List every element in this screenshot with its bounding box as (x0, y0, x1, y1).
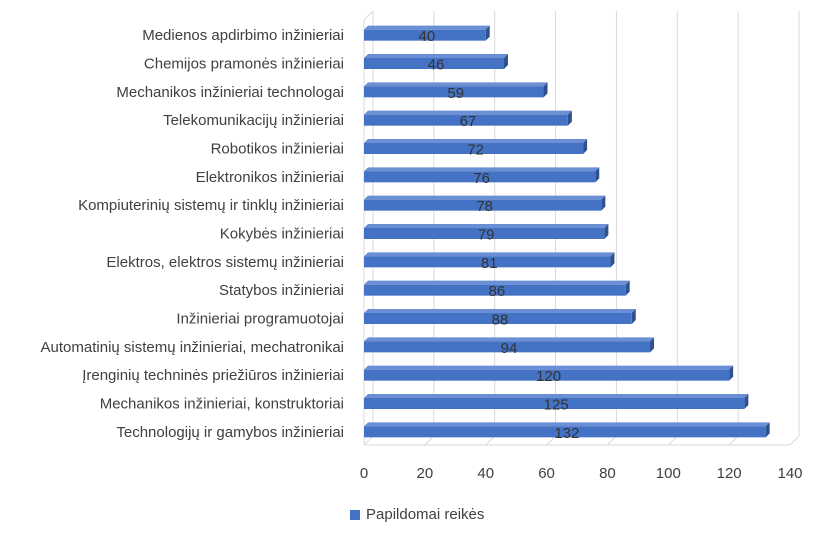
category-label: Telekomunikacijų inžinieriai (163, 112, 344, 129)
bar-top (364, 54, 508, 58)
bar (364, 341, 651, 353)
bar (364, 199, 602, 211)
data-label: 88 (492, 312, 509, 329)
gridline-floor (667, 435, 678, 446)
category-label: Elektros, elektros sistemų inžinieriai (106, 254, 344, 271)
bar-side (729, 365, 734, 381)
category-label: Inžinieriai programuotojai (176, 311, 344, 328)
bar (364, 228, 605, 239)
gridline-floor (363, 435, 374, 446)
bar-side (583, 139, 588, 154)
bar (364, 369, 730, 381)
bar-side (650, 337, 655, 353)
category-label: Statybos inžinieriai (219, 282, 344, 299)
bar-side (485, 25, 490, 41)
bar-top (364, 337, 655, 342)
legend: Papildomai reikės (350, 506, 484, 523)
bar-top (364, 394, 749, 398)
data-label: 86 (488, 283, 505, 300)
gridline-floor (607, 435, 617, 446)
category-label: Automatinių sistemų inžinieriai, mechatr… (41, 339, 344, 356)
category-label: Kompiuterinių sistemų ir tinklų inžinier… (78, 197, 344, 214)
data-label: 72 (467, 142, 484, 159)
bar-top (364, 422, 770, 427)
bar-side (601, 195, 606, 211)
category-label: Chemijos pramonės inžinieriai (144, 56, 344, 73)
x-tick-label: 100 (656, 465, 681, 482)
bar-top (364, 309, 636, 313)
category-label: Įrenginių techninės priežiūros inžinieri… (82, 367, 344, 384)
bar-top (364, 25, 490, 30)
bar (364, 29, 486, 41)
bar-side (567, 110, 572, 126)
bar-side (765, 422, 770, 438)
bar-top (364, 167, 600, 172)
bar-side (503, 54, 508, 69)
data-label: 76 (473, 170, 490, 187)
data-label: 94 (501, 340, 518, 357)
category-label: Kokybės inžinieriai (220, 226, 344, 243)
data-label: 120 (536, 368, 561, 385)
gridline-floor (728, 435, 739, 446)
x-tick-label: 20 (417, 465, 434, 482)
legend-swatch (350, 509, 360, 520)
data-label: 81 (481, 255, 498, 272)
data-label: 132 (554, 425, 579, 442)
bar (364, 313, 632, 324)
bar (364, 284, 626, 296)
bar-side (744, 394, 749, 409)
category-label: Mechanikos inžinieriai, konstruktoriai (100, 396, 344, 413)
category-label: Technologijų ir gamybos inžinieriai (116, 424, 344, 441)
x-tick-label: 60 (538, 465, 555, 482)
x-tick-label: 40 (477, 465, 494, 482)
bar (364, 171, 596, 183)
bar-side (610, 252, 615, 268)
bar-side (543, 82, 548, 98)
bar-top (364, 82, 548, 87)
bar (364, 256, 611, 268)
bar-side (595, 167, 600, 183)
gridline-floor (546, 435, 556, 446)
bar (364, 426, 766, 438)
bar-top (364, 280, 630, 285)
bar (364, 86, 544, 98)
category-label: Elektronikos inžinieriai (196, 169, 344, 186)
data-label: 40 (419, 28, 436, 45)
bar-top (364, 195, 606, 200)
bar (364, 143, 584, 154)
gridline-floor (485, 435, 496, 446)
bar (364, 114, 568, 126)
x-tick-label: 140 (777, 465, 802, 482)
data-label: 79 (478, 227, 495, 244)
gridline-floor (424, 435, 435, 446)
category-label: Medienos apdirbimo inžinieriai (142, 27, 344, 44)
data-label: 78 (476, 198, 493, 215)
bar-side (604, 224, 609, 239)
x-tick-label: 80 (599, 465, 616, 482)
legend-label: Papildomai reikės (366, 506, 485, 523)
bar (364, 58, 504, 69)
x-tick-label: 0 (360, 465, 368, 482)
bar-top (364, 365, 734, 370)
category-label: Mechanikos inžinieriai technologai (116, 84, 344, 101)
bar-top (364, 252, 615, 257)
x-tick-label: 120 (717, 465, 742, 482)
data-label: 125 (544, 397, 569, 414)
data-label: 46 (428, 57, 445, 74)
bar-top (364, 139, 588, 143)
bar (364, 398, 745, 409)
bar-top (364, 110, 572, 115)
category-label: Robotikos inžinieriai (211, 141, 344, 158)
data-label: 67 (460, 113, 477, 130)
data-label: 59 (447, 85, 464, 102)
bar-side (631, 309, 636, 324)
bar-side (625, 280, 630, 296)
gridline-floor (789, 435, 800, 446)
wall-top-edge (363, 10, 374, 21)
bar-top (364, 224, 609, 228)
